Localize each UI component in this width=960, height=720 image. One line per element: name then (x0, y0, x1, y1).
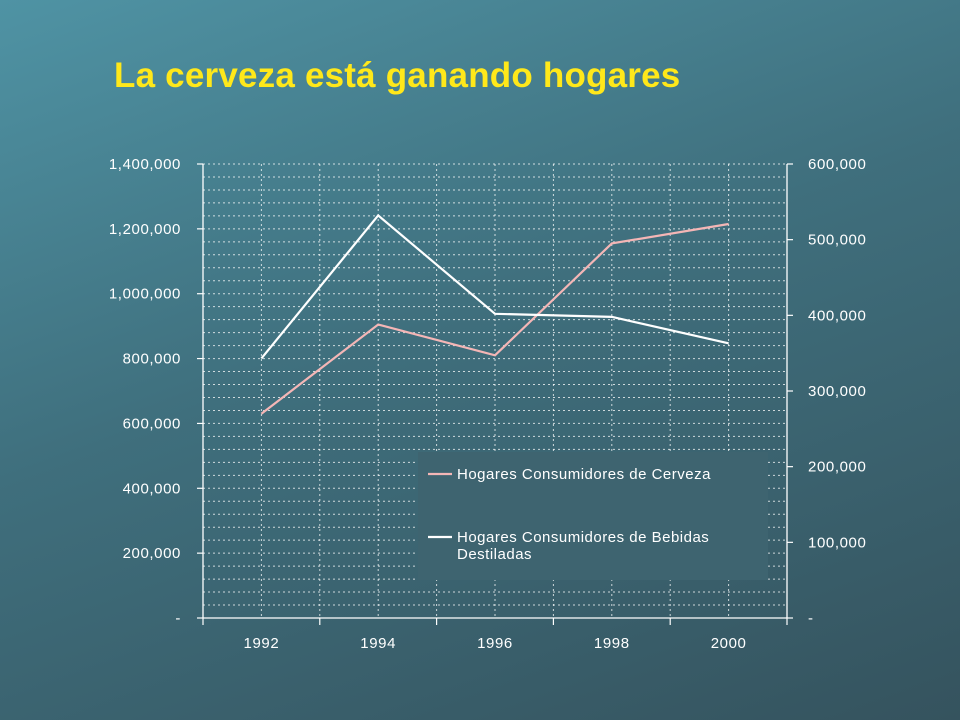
y-right-tick-label: 100,000 (808, 534, 866, 551)
x-tick-label: 1996 (477, 635, 513, 652)
y-right-tick-label: 400,000 (808, 307, 866, 324)
y-left-tick-label: 1,000,000 (109, 286, 181, 303)
x-tick-label: 1998 (594, 635, 630, 652)
slide-title: La cerveza está ganando hogares (114, 56, 681, 95)
y-right-tick-label: 300,000 (808, 383, 866, 400)
y-left-tick-label: 1,400,000 (109, 156, 181, 173)
x-tick-label: 1994 (360, 635, 396, 652)
legend-label-2: Hogares Consumidores de Bebidas Destilada… (457, 529, 709, 563)
y-left-tick-label: - (175, 610, 181, 627)
y-right-tick-label: 600,000 (808, 156, 866, 173)
y-left-tick-label: 600,000 (123, 415, 181, 432)
legend-box (418, 452, 768, 580)
y-right-tick-label: - (808, 610, 814, 627)
chart-legend: Hogares Consumidores de Cerveza Hogares C… (418, 452, 768, 580)
x-tick-label: 2000 (711, 635, 747, 652)
chart-axes (197, 163, 793, 625)
y-right-tick-label: 200,000 (808, 459, 866, 476)
y-right-tick-label: 500,000 (808, 232, 866, 249)
y-left-tick-label: 400,000 (123, 480, 181, 497)
chart-series (260, 213, 729, 415)
x-tick-label: 1992 (244, 635, 280, 652)
legend-label-1: Hogares Consumidores de Cerveza (457, 466, 711, 483)
y-left-tick-label: 200,000 (123, 545, 181, 562)
series-line-2 (260, 213, 729, 360)
chart-tick-labels: - 200,000 400,000 600,000 800,000 1,000,000 1,… (109, 156, 866, 652)
y-left-tick-label: 1,200,000 (109, 221, 181, 238)
y-left-tick-label: 800,000 (123, 351, 181, 368)
